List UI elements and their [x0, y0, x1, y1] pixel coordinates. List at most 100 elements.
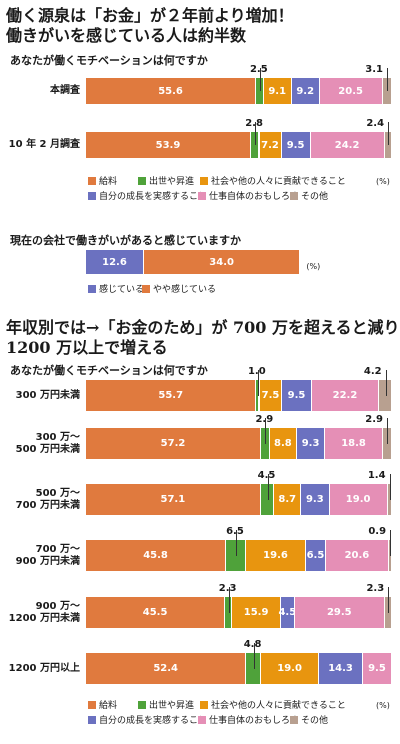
leader-line	[390, 530, 392, 556]
legend-label: 出世や昇進	[149, 177, 195, 187]
legend-item: 仕事自体のおもしろさ	[198, 713, 299, 726]
bar-segment	[260, 484, 275, 515]
data-label: 6.5	[226, 526, 244, 537]
leader-line	[385, 370, 387, 396]
leader-line	[387, 418, 389, 444]
bar-segment	[382, 78, 392, 104]
bar-segment: 24.2	[310, 132, 385, 158]
row-label: 700 万〜 900 万円未満	[15, 543, 80, 567]
legend-swatch	[88, 701, 96, 709]
legend-item: 自分の成長を実感すること	[88, 189, 207, 202]
data-label: 2.5	[249, 64, 268, 75]
legend-item: 自分の成長を実感すること	[88, 713, 207, 726]
bar-segment	[250, 132, 260, 158]
unit-label: (%)	[306, 262, 321, 271]
leader-line	[388, 122, 390, 145]
legend-item: 社会や他の人々に貢献できること	[200, 174, 346, 187]
leader-line	[253, 643, 255, 669]
data-label: 2.4	[366, 118, 385, 129]
unit-label: (%)	[376, 177, 390, 186]
bar-segment	[226, 540, 247, 571]
question-motivation-1: あなたが働くモチベーションは何ですか	[10, 54, 208, 67]
legend-item: 仕事自体のおもしろさ	[198, 189, 299, 202]
bar-segment: 9.1	[263, 78, 292, 104]
leader-line	[259, 68, 261, 91]
bar-segment: 45.8	[86, 540, 227, 571]
bar-segment: 9.5	[282, 380, 312, 411]
bar-segment: 20.6	[325, 540, 389, 571]
bar-segment: 9.5	[281, 132, 311, 158]
bar-segment: 45.5	[86, 597, 226, 628]
legend-item: やや感じている	[142, 282, 216, 295]
leader-line	[255, 122, 257, 145]
bar-segment	[387, 484, 392, 515]
bar-segment	[256, 380, 260, 411]
row-label: 300 万〜 500 万円未満	[15, 431, 80, 455]
bar-segment: 9.3	[301, 484, 330, 515]
bar-segment: 15.9	[232, 597, 281, 628]
bar-segment: 4.5	[278, 597, 296, 628]
legend-item: 感じている	[88, 282, 144, 295]
legend-label: 給料	[99, 177, 118, 187]
leader-line	[228, 587, 230, 613]
legend-item: 給料	[88, 698, 117, 711]
legend-item: 給料	[88, 174, 117, 187]
bar-segment	[384, 132, 392, 158]
bar-segment: 34.0	[143, 250, 301, 274]
legend-item: 出世や昇進	[138, 174, 194, 187]
bar-segment: 14.3	[319, 653, 363, 684]
bar-segment: 8.7	[274, 484, 302, 515]
bar-segment: 29.5	[294, 597, 385, 628]
bar-segment	[246, 653, 262, 684]
row-label: 本調査	[50, 85, 80, 96]
leader-line	[389, 474, 391, 500]
data-label: 1.4	[367, 470, 386, 481]
bar-segment	[256, 78, 264, 104]
legend-swatch	[198, 192, 206, 200]
question-fulfillment: 現在の会社で働きがいがあると感じていますか	[10, 234, 241, 247]
legend-label: 社会や他の人々に貢献できること	[211, 177, 346, 187]
data-label: 4.2	[363, 366, 382, 377]
row-label: 300 万円未満	[15, 389, 80, 401]
legend-swatch	[290, 192, 298, 200]
legend-label: 感じている	[99, 285, 145, 295]
legend-label: やや感じている	[153, 285, 217, 295]
bar-segment: 12.6	[86, 250, 144, 274]
legend-label: 仕事自体のおもしろさ	[209, 192, 300, 202]
bar-segment: 7.5	[259, 380, 283, 411]
legend-label: 仕事自体のおもしろさ	[209, 716, 300, 726]
leader-line	[387, 68, 389, 91]
legend-swatch	[290, 716, 298, 724]
legend-label: 社会や他の人々に貢献できること	[211, 701, 346, 711]
bar-segment: 52.4	[86, 653, 247, 684]
data-label: 0.9	[368, 526, 387, 537]
headline-1-line-2: 働きがいを感じている人は約半数	[6, 26, 247, 45]
bar-segment	[384, 597, 392, 628]
legend-item: 社会や他の人々に貢献できること	[200, 698, 346, 711]
bar-segment: 55.7	[86, 380, 257, 411]
data-label: 4.5	[257, 470, 276, 481]
bar-segment	[388, 540, 392, 571]
headline-2-line-2: 1200 万以上で増える	[6, 338, 168, 357]
bar-segment	[382, 428, 392, 459]
data-label: 2.3	[366, 583, 385, 594]
legend-swatch	[138, 701, 146, 709]
legend-label: その他	[301, 192, 329, 202]
legend-item: その他	[290, 713, 328, 726]
legend-label: その他	[301, 716, 329, 726]
bar-segment: 55.6	[86, 78, 257, 104]
unit-label: (%)	[376, 701, 390, 710]
legend-swatch	[88, 716, 96, 724]
leader-line	[388, 587, 390, 613]
legend-label: 自分の成長を実感すること	[99, 192, 208, 202]
bar-segment: 57.2	[86, 428, 262, 459]
bar-segment: 22.2	[311, 380, 380, 411]
legend-label: 給料	[99, 701, 118, 711]
bar-segment: 9.2	[291, 78, 320, 104]
row-label: 10 年 2 月調査	[8, 139, 80, 150]
legend-swatch	[142, 285, 150, 293]
row-label: 1200 万円以上	[8, 662, 80, 674]
bar-segment: 8.8	[269, 428, 297, 459]
bar-segment: 18.8	[325, 428, 383, 459]
data-label: 2.3	[218, 583, 237, 594]
